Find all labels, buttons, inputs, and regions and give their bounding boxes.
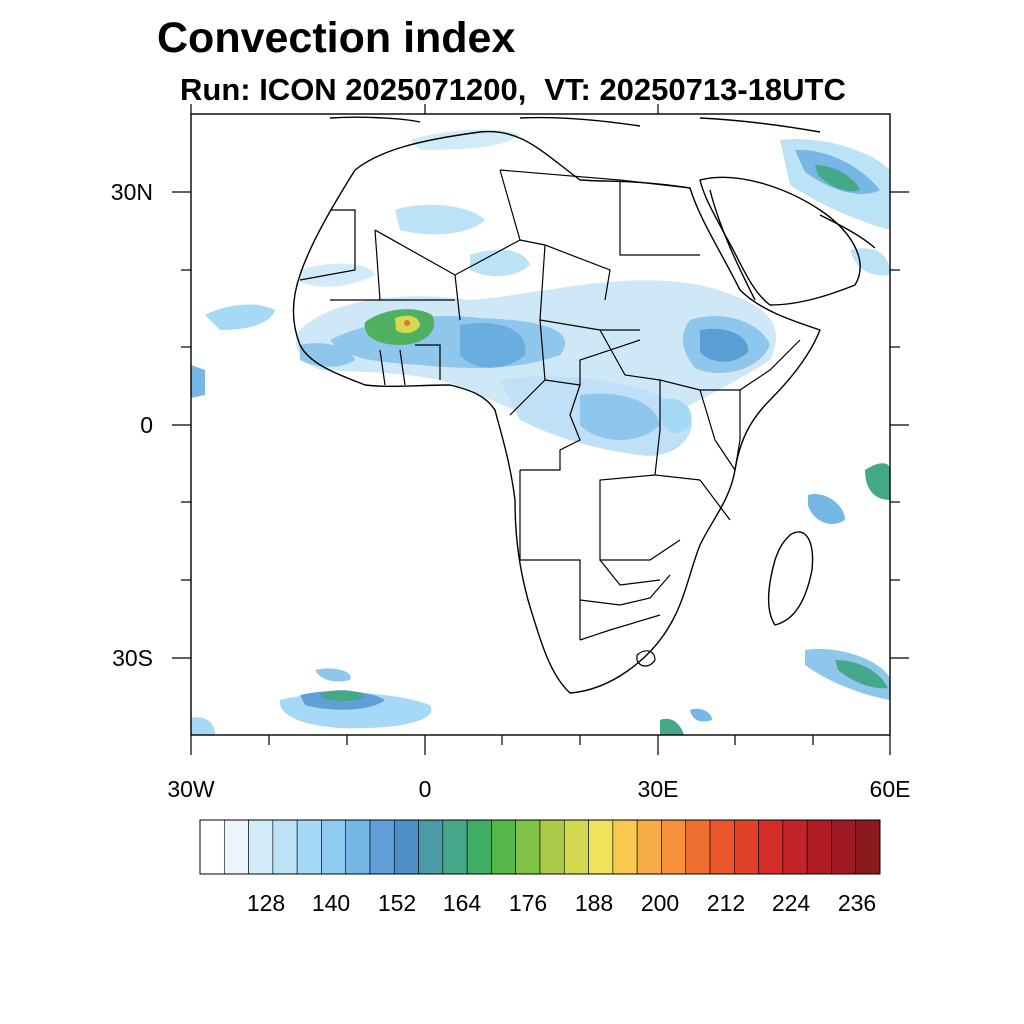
field-south-west-edge <box>191 717 215 735</box>
red-sea-coast <box>709 189 756 301</box>
border-central <box>509 319 701 561</box>
colorbar-swatch <box>515 819 541 875</box>
field-mideast-green <box>815 165 860 192</box>
field-sahara-2 <box>470 249 530 277</box>
colorbar-swatch <box>806 819 832 875</box>
colorbar-swatch <box>855 819 881 875</box>
field-south-tip-2 <box>690 708 712 722</box>
colorbar-swatch <box>636 819 662 875</box>
colorbar-label-152: 152 <box>378 890 416 916</box>
colorbar-swatch <box>661 819 687 875</box>
persian-gulf <box>819 214 876 249</box>
colorbar-swatch <box>685 819 711 875</box>
colorbar-label-176: 176 <box>509 890 547 916</box>
colorbar-swatch <box>782 819 808 875</box>
field-nigeria-mid <box>460 323 526 368</box>
field-south-2 <box>315 668 351 682</box>
colorbar-swatch <box>466 819 492 875</box>
colorbar-label-200: 200 <box>641 890 679 916</box>
field-atlantic-west-2 <box>191 365 205 398</box>
colorbar-swatch <box>612 819 638 875</box>
colorbar-labels: 128 140 152 164 176 188 200 212 224 236 <box>247 890 876 916</box>
colorbar-label-224: 224 <box>772 890 811 916</box>
colorbar-swatch <box>296 819 322 875</box>
field-madagascar-north <box>808 494 845 525</box>
colorbar-swatch <box>418 819 444 875</box>
field-south-1c <box>320 690 365 702</box>
run-label: Run: ICON 2025071200, <box>180 72 527 107</box>
lat-label-30s: 30S <box>112 645 153 671</box>
field-mediterranean <box>410 129 520 150</box>
colorbar-swatch <box>563 819 589 875</box>
colorbar-label-128: 128 <box>247 890 285 916</box>
colorbar-swatch <box>345 819 371 875</box>
colorbar-label-164: 164 <box>443 890 482 916</box>
lon-label-60e: 60E <box>870 776 911 802</box>
colorbar-swatch <box>831 819 857 875</box>
field-south-tip <box>660 718 684 735</box>
colorbar-swatch <box>223 819 249 875</box>
field-south-east-green <box>835 660 888 689</box>
colorbar-swatch <box>272 819 298 875</box>
field-indian-east <box>865 463 890 500</box>
colorbar <box>199 819 881 875</box>
field-lakes <box>660 398 691 433</box>
colorbar-swatch <box>393 819 419 875</box>
chart-subtitle: Run: ICON 2025071200, VT: 20250713-18UTC <box>180 72 846 108</box>
colorbar-swatch <box>758 819 784 875</box>
iberia-italy <box>329 116 821 133</box>
colorbar-swatch <box>199 819 225 875</box>
border-west-africa <box>299 209 455 386</box>
lesotho <box>636 650 656 667</box>
border-east <box>699 339 801 521</box>
lat-label-30n: 30N <box>111 179 153 205</box>
field-burkina-peak <box>404 320 410 326</box>
field-sahara-1 <box>395 204 485 235</box>
colorbar-frame <box>199 819 881 875</box>
lon-label-0: 0 <box>419 776 432 802</box>
field-atlantic-west <box>205 304 275 330</box>
colorbar-swatch <box>321 819 347 875</box>
colorbar-swatch <box>709 819 735 875</box>
field-arabia-east <box>850 248 890 276</box>
colorbar-label-212: 212 <box>707 890 745 916</box>
lat-label-0: 0 <box>140 412 153 438</box>
colorbar-swatch <box>539 819 565 875</box>
colorbar-label-188: 188 <box>575 890 613 916</box>
field-congo <box>580 393 660 440</box>
field-ethiopia-dark <box>700 328 749 362</box>
convection-field <box>191 129 890 735</box>
colorbar-swatch <box>588 819 614 875</box>
colorbar-swatch <box>491 819 517 875</box>
colorbar-label-236: 236 <box>838 890 876 916</box>
madagascar <box>767 531 814 626</box>
colorbar-label-140: 140 <box>312 890 350 916</box>
field-sahara-3 <box>300 263 375 287</box>
valid-time-label: VT: 20250713-18UTC <box>544 72 846 107</box>
border-sahara <box>374 169 700 331</box>
colorbar-swatch <box>442 819 468 875</box>
colorbar-swatch <box>248 819 274 875</box>
country-borders <box>299 169 801 667</box>
border-south <box>519 470 671 641</box>
colorbar-swatch <box>369 819 395 875</box>
lon-label-30e: 30E <box>638 776 679 802</box>
colorbar-swatch <box>733 819 759 875</box>
chart-title: Convection index <box>157 14 516 62</box>
axis-ticks <box>172 104 909 755</box>
lon-label-30w: 30W <box>167 776 215 802</box>
